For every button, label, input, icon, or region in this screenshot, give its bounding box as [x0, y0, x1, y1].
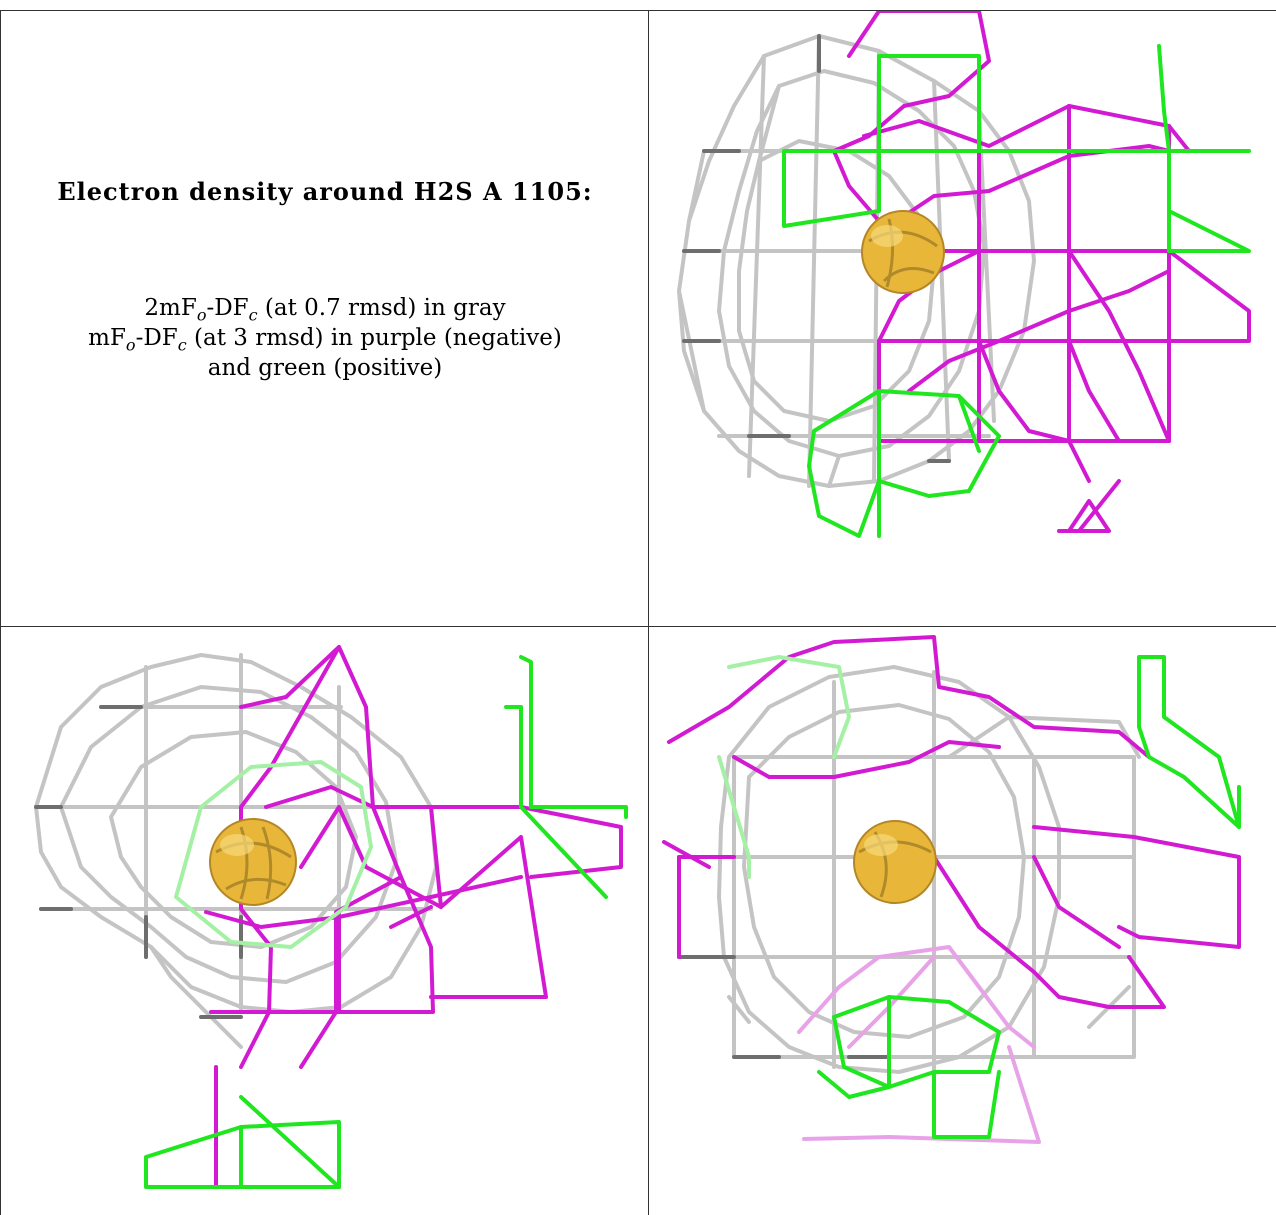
gray-mesh-dark — [34, 705, 243, 1019]
mesh-svg-3 — [662, 635, 1241, 1144]
density-view-top-right — [649, 11, 1276, 626]
gray-mesh-dark — [682, 34, 951, 463]
caption-cell: Electron density around H2S A 1105: 2mFo… — [1, 11, 648, 626]
atom-highlight — [864, 834, 898, 856]
density-view-bottom-left — [1, 627, 648, 1215]
positive-mesh-faint — [717, 655, 851, 879]
table-border-middle-vertical — [648, 10, 649, 1215]
h2s-atom — [853, 820, 937, 904]
atom-highlight — [871, 225, 903, 247]
table-border-top — [0, 10, 1276, 11]
mesh-svg-2 — [34, 645, 628, 1189]
table-border-left — [0, 10, 1, 1215]
caption-line-mfo: mFo-DFc (at 3 rmsd) in purple (negative) — [88, 325, 562, 355]
positive-mesh-faint — [174, 760, 373, 949]
positive-mesh — [782, 44, 1251, 538]
caption-line-2mfo: 2mFo-DFc (at 0.7 rmsd) in gray — [144, 295, 506, 325]
negative-mesh — [204, 645, 623, 1189]
caption: Electron density around H2S A 1105: 2mFo… — [1, 11, 648, 626]
gray-mesh — [717, 665, 1141, 1074]
positive-mesh — [144, 655, 628, 1189]
h2s-atom — [861, 210, 945, 294]
density-view-bottom-right — [649, 627, 1276, 1215]
caption-line-positive: and green (positive) — [207, 355, 443, 381]
atom-highlight — [220, 834, 254, 856]
positive-mesh — [817, 655, 1241, 1139]
caption-title: Electron density around H2S A 1105: — [57, 177, 593, 206]
table-border-middle-horizontal — [0, 626, 1276, 627]
mesh-svg-1 — [677, 11, 1251, 538]
h2s-atom — [209, 818, 297, 906]
negative-mesh — [662, 635, 1241, 1009]
